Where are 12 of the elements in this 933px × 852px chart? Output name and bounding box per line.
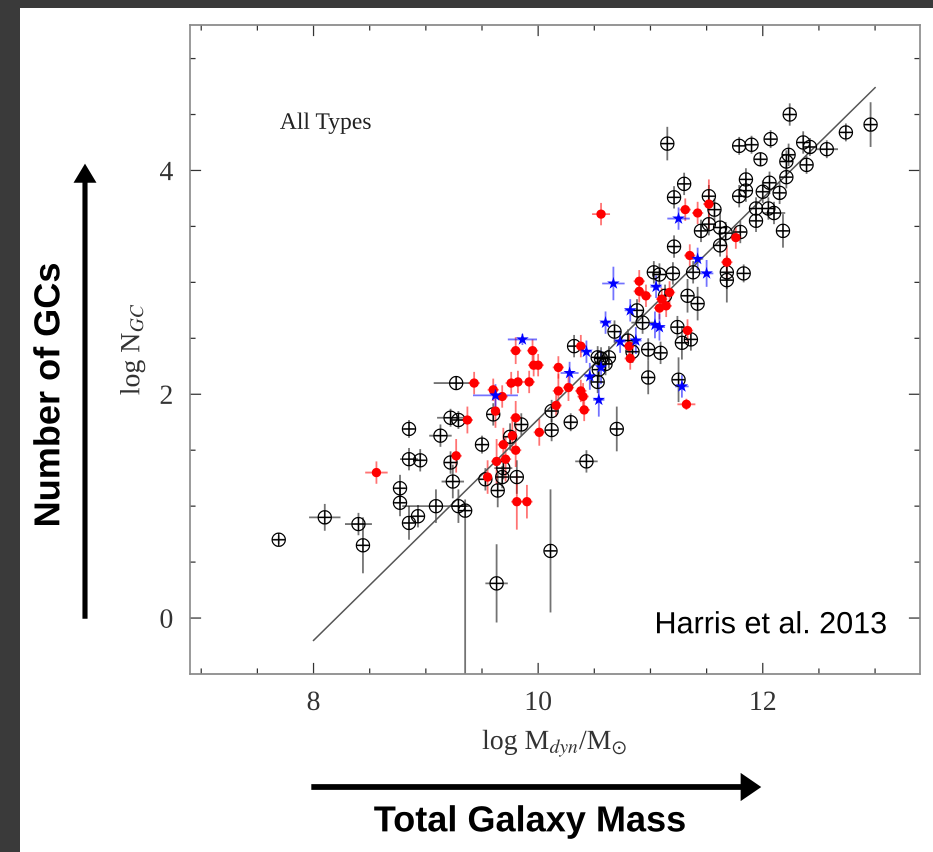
annotation: Harris et al. 2013 — [657, 611, 886, 634]
x-tick-label: 10 — [526, 691, 551, 710]
x-tick-label: 12 — [751, 692, 776, 710]
y-tick-label: 4 — [160, 162, 173, 180]
y-axis-title: log N$_{GC}$ — [120, 304, 146, 395]
x-axis-title: log M$_{dyn}$/M$_{⊙}$ — [482, 730, 626, 757]
text: Total Galaxy Mass — [374, 805, 685, 839]
y-tick-label: 0 — [160, 609, 172, 628]
x-tick-label: 8 — [308, 691, 320, 710]
y-tick-label: 2 — [160, 386, 172, 404]
annotation: All Types — [280, 112, 371, 134]
text: Number of GCs — [33, 264, 60, 525]
